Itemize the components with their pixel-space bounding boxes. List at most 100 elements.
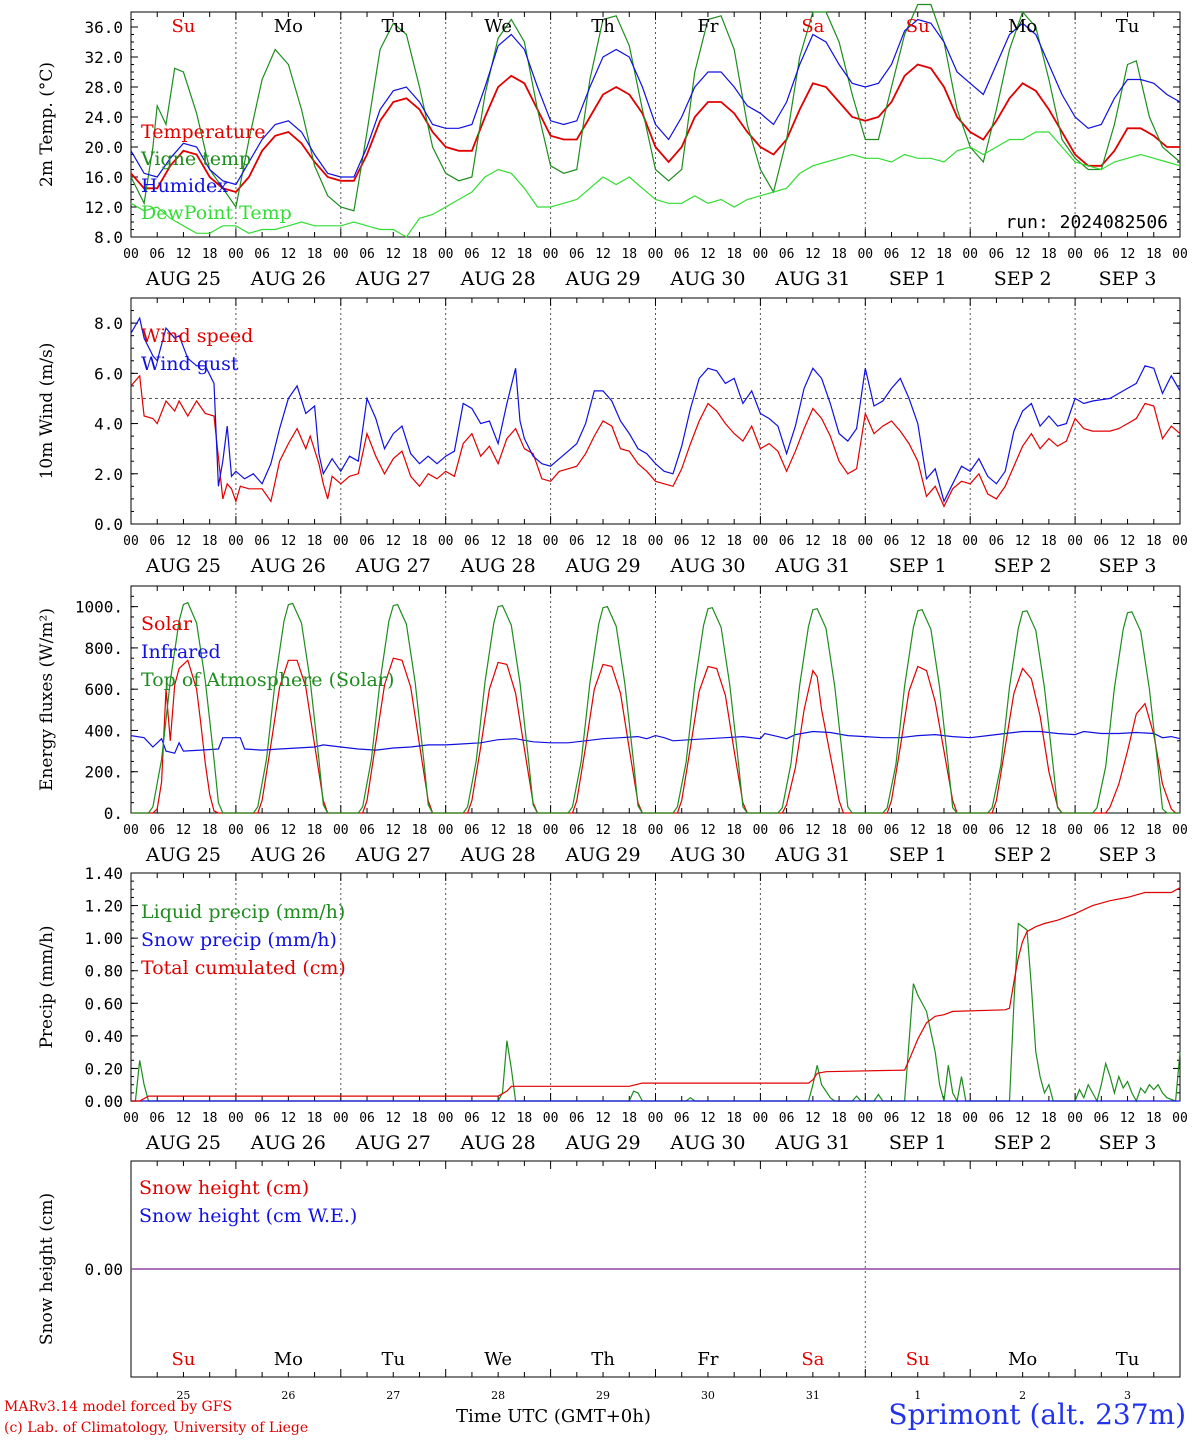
hour-label: 18 — [307, 247, 323, 262]
date-label: AUG 30 — [669, 555, 745, 577]
hour-label: 00 — [333, 823, 349, 838]
hour-label: 06 — [779, 247, 795, 262]
hour-label: 00 — [648, 247, 664, 262]
hour-label: 00 — [333, 534, 349, 549]
date-label: AUG 29 — [564, 844, 640, 866]
hour-label: 00 — [857, 823, 873, 838]
weekday-label: Fr — [697, 16, 718, 37]
legend-entry: Wind speed — [141, 325, 253, 347]
y-tick-label: 12.0 — [84, 198, 123, 217]
hour-label: 06 — [464, 823, 480, 838]
panel-1: 8.0 12.0 16.0 20.0 24.0 28.0 32.0 36.0 2m Temp. … — [37, 3, 1188, 290]
date-label: SEP 1 — [889, 844, 947, 866]
y-tick-label: 36.0 — [84, 18, 123, 37]
x-axis-title: Time UTC (GMT+0h) — [456, 1406, 651, 1427]
date-label: AUG 28 — [460, 268, 536, 290]
y-tick-label: 20.0 — [84, 138, 123, 157]
date-label: AUG 31 — [774, 268, 850, 290]
hour-label: 06 — [254, 247, 270, 262]
weekday-label: Tu — [1116, 1349, 1140, 1370]
weekday-label: Sa — [801, 1349, 824, 1370]
hour-label: 18 — [202, 1111, 218, 1126]
weekday-label: Su — [171, 16, 195, 37]
hour-label: 12 — [1120, 1111, 1136, 1126]
day-number: 27 — [386, 1389, 400, 1402]
series-line-temperature — [130, 63, 1180, 194]
date-label: AUG 28 — [460, 555, 536, 577]
hour-label: 18 — [412, 1111, 428, 1126]
weekday-label: Su — [906, 1349, 930, 1370]
hour-label: 06 — [989, 247, 1005, 262]
hour-label: 00 — [333, 1111, 349, 1126]
date-label: SEP 2 — [994, 268, 1052, 290]
hour-label: 12 — [176, 534, 192, 549]
hour-label: 12 — [1120, 823, 1136, 838]
date-label: AUG 29 — [564, 1132, 640, 1154]
y-tick-label: 0.40 — [84, 1027, 123, 1046]
hour-label: 06 — [464, 1111, 480, 1126]
hour-label: 00 — [543, 534, 559, 549]
hour-label: 12 — [910, 247, 926, 262]
weekday-label: We — [484, 16, 512, 37]
series-line-wind-speed — [130, 374, 1181, 508]
y-tick-label: 24.0 — [84, 108, 123, 127]
y-tick-label: 4.0 — [94, 415, 123, 434]
hour-label: 18 — [1041, 247, 1057, 262]
hour-label: 12 — [385, 823, 401, 838]
date-label: SEP 1 — [889, 1132, 947, 1154]
date-label: SEP 3 — [1099, 555, 1157, 577]
y-axis-title: Energy fluxes (W/m²) — [37, 608, 57, 791]
hour-label: 06 — [989, 823, 1005, 838]
date-label: AUG 26 — [250, 844, 326, 866]
series-line-vigne-temp — [130, 3, 1181, 212]
hour-label: 06 — [1093, 823, 1109, 838]
day-number: 29 — [596, 1389, 610, 1402]
weekday-label: Su — [171, 1349, 195, 1370]
hour-label: 06 — [569, 534, 585, 549]
weekday-label: Th — [591, 1349, 615, 1370]
y-tick-label: 1.40 — [84, 864, 123, 883]
y-tick-label: 0.80 — [84, 962, 123, 981]
hour-label: 12 — [281, 534, 297, 549]
day-number: 28 — [491, 1389, 505, 1402]
hour-label: 12 — [176, 1111, 192, 1126]
panel-4: 0.00 0.20 0.40 0.60 0.80 1.00 1.20 1.40 Precip (… — [37, 864, 1188, 1154]
date-label: SEP 3 — [1099, 1132, 1157, 1154]
hour-label: 12 — [595, 823, 611, 838]
hour-label: 12 — [910, 534, 926, 549]
hour-label: 06 — [674, 1111, 690, 1126]
day-number: 31 — [806, 1389, 820, 1402]
hour-label: 06 — [989, 1111, 1005, 1126]
y-tick-label: 32.0 — [84, 48, 123, 67]
date-label: AUG 28 — [460, 844, 536, 866]
hour-label: 12 — [1015, 247, 1031, 262]
hour-label: 06 — [359, 534, 375, 549]
weekday-label: Tu — [381, 1349, 405, 1370]
hour-label: 12 — [385, 534, 401, 549]
run-label: run: 2024082506 — [1005, 212, 1168, 233]
hour-label: 00 — [962, 1111, 978, 1126]
panel-3: 0. 200. 400. 600. 800. 1000. Energy fluxes (W/… — [37, 585, 1188, 866]
hour-label: 00 — [438, 247, 454, 262]
hour-label: 06 — [149, 823, 165, 838]
legend-entry: Snow precip (mm/h) — [141, 929, 337, 951]
hour-label: 00 — [123, 534, 139, 549]
y-tick-label: 0.60 — [84, 994, 123, 1013]
hour-label: 12 — [700, 1111, 716, 1126]
hour-label: 12 — [700, 534, 716, 549]
date-label: AUG 29 — [564, 555, 640, 577]
hour-label: 06 — [674, 247, 690, 262]
hour-label: 12 — [700, 823, 716, 838]
weekday-label: Sa — [801, 16, 824, 37]
hour-label: 18 — [307, 534, 323, 549]
hour-label: 06 — [674, 534, 690, 549]
hour-label: 00 — [753, 534, 769, 549]
hour-label: 06 — [254, 1111, 270, 1126]
date-label: AUG 28 — [460, 1132, 536, 1154]
date-label: AUG 27 — [355, 1132, 431, 1154]
y-tick-label: 0. — [104, 804, 123, 823]
y-tick-label: 28.0 — [84, 78, 123, 97]
legend-entry: Snow height (cm W.E.) — [139, 1205, 357, 1227]
hour-label: 18 — [726, 534, 742, 549]
